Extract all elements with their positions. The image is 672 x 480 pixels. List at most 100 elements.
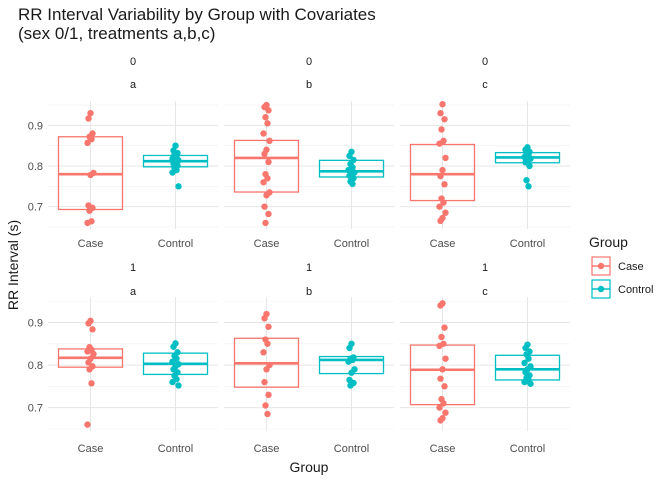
data-point-control	[169, 358, 176, 365]
data-point-case	[262, 402, 269, 409]
data-point-case	[86, 366, 93, 373]
panel-strip-sex: 0	[130, 56, 136, 68]
data-point-case	[90, 350, 97, 358]
data-point-case	[441, 324, 448, 331]
data-point-case	[264, 120, 271, 127]
data-point-control	[523, 177, 530, 184]
data-point-case	[260, 130, 267, 137]
legend-label-case: Case	[618, 261, 644, 273]
data-point-case	[441, 116, 448, 123]
data-point-case	[263, 366, 270, 373]
data-point-case	[84, 139, 91, 147]
data-point-case	[263, 192, 270, 199]
data-point-case	[89, 326, 96, 333]
data-point-case	[440, 199, 447, 206]
x-tick-label: Case	[78, 238, 104, 250]
data-point-case	[439, 101, 446, 108]
data-point-case	[262, 219, 269, 227]
data-point-control	[175, 183, 182, 190]
panel-strip-treatment: b	[306, 79, 312, 91]
data-point-control	[521, 359, 528, 367]
data-point-case	[437, 417, 444, 424]
data-point-case	[260, 349, 267, 356]
data-point-case	[442, 209, 449, 216]
data-point-case	[86, 207, 93, 214]
y-tick-label: 0.8	[28, 360, 43, 372]
data-point-case	[85, 320, 92, 327]
panel-strip-treatment: b	[306, 286, 312, 298]
y-tick-label: 0.8	[28, 161, 43, 173]
x-tick-label: Control	[334, 443, 369, 455]
data-point-control	[170, 343, 177, 350]
data-point-case	[261, 378, 268, 386]
panel-strip-treatment: c	[482, 79, 488, 91]
data-point-case	[84, 348, 91, 355]
data-point-control	[349, 180, 356, 188]
x-tick-label: Case	[78, 443, 104, 455]
data-point-control	[345, 358, 352, 365]
legend-label-control: Control	[618, 284, 653, 296]
data-point-case	[437, 302, 444, 309]
data-point-case	[261, 203, 268, 210]
y-tick-label: 0.7	[28, 403, 43, 415]
data-point-case	[437, 217, 444, 225]
data-point-control	[521, 378, 528, 386]
x-tick-label: Control	[158, 238, 193, 250]
data-point-case	[265, 391, 272, 399]
chart-title-line-1: RR Interval Variability by Group with Co…	[18, 5, 376, 24]
panel-strip-sex: 1	[482, 262, 488, 274]
data-point-control	[346, 344, 353, 352]
data-point-case	[265, 323, 272, 330]
data-point-case	[265, 158, 272, 166]
data-point-case	[265, 107, 272, 114]
data-point-control	[525, 183, 532, 190]
data-point-case	[88, 380, 95, 387]
data-point-case	[437, 375, 444, 382]
data-point-case	[436, 203, 443, 210]
data-point-case	[261, 315, 268, 322]
data-point-case	[87, 109, 94, 117]
data-point-case	[436, 342, 443, 350]
data-point-case	[441, 383, 448, 390]
panel-strip-sex: 1	[130, 262, 136, 274]
x-tick-label: Control	[510, 443, 545, 455]
data-point-case	[442, 154, 449, 162]
data-point-case	[87, 171, 94, 179]
data-point-case	[441, 181, 448, 188]
data-point-control	[526, 162, 533, 170]
data-point-control	[348, 369, 355, 376]
data-point-case	[84, 219, 91, 227]
data-point-case	[440, 400, 447, 407]
data-point-case	[437, 172, 444, 180]
panel-strip-treatment: a	[130, 286, 137, 298]
data-point-case	[84, 421, 91, 428]
data-point-case	[266, 137, 273, 145]
data-point-case	[436, 140, 443, 147]
y-tick-label: 0.9	[28, 120, 43, 132]
x-tick-label: Case	[430, 443, 456, 455]
data-point-case	[264, 175, 271, 182]
panel-strip-sex: 0	[482, 56, 488, 68]
panel-strip-sex: 1	[306, 262, 312, 274]
x-tick-label: Case	[254, 238, 280, 250]
x-tick-label: Control	[334, 238, 369, 250]
data-point-control	[525, 355, 532, 362]
data-point-case	[442, 355, 449, 362]
y-axis-title: RR Interval (s)	[5, 220, 21, 310]
x-axis-title: Group	[290, 459, 329, 475]
y-tick-label: 0.9	[28, 318, 43, 330]
data-point-case	[260, 179, 267, 186]
panel-strip-treatment: a	[130, 79, 137, 91]
x-tick-label: Case	[430, 238, 456, 250]
data-point-case	[264, 340, 271, 347]
x-tick-label: Case	[254, 443, 280, 455]
legend-title: Group	[589, 234, 628, 250]
data-point-case	[264, 410, 271, 418]
data-point-case	[439, 166, 446, 174]
data-point-case	[265, 210, 272, 218]
data-point-case	[437, 109, 444, 117]
data-point-case	[85, 359, 92, 366]
data-point-case	[438, 333, 445, 341]
data-point-control	[175, 382, 182, 389]
